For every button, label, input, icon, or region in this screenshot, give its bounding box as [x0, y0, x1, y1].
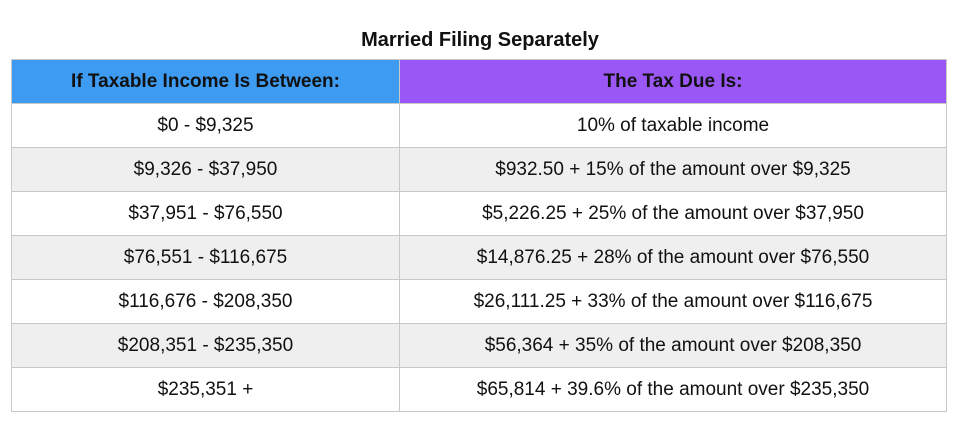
- income-range-cell: $116,676 - $208,350: [11, 279, 400, 324]
- tax-due-cell: $56,364 + 35% of the amount over $208,35…: [399, 323, 947, 368]
- table-row: $37,951 - $76,550 $5,226.25 + 25% of the…: [11, 191, 947, 236]
- tax-due-cell: $932.50 + 15% of the amount over $9,325: [399, 147, 947, 192]
- column-header-income-range: If Taxable Income Is Between:: [11, 59, 400, 104]
- tax-due-cell: $5,226.25 + 25% of the amount over $37,9…: [399, 191, 947, 236]
- income-range-cell: $235,351 +: [11, 367, 400, 412]
- income-range-cell: $9,326 - $37,950: [11, 147, 400, 192]
- income-range-cell: $208,351 - $235,350: [11, 323, 400, 368]
- income-range-cell: $76,551 - $116,675: [11, 235, 400, 280]
- table-title: Married Filing Separately: [361, 29, 599, 51]
- tax-due-cell: $65,814 + 39.6% of the amount over $235,…: [399, 367, 947, 412]
- table-row: $208,351 - $235,350 $56,364 + 35% of the…: [11, 323, 947, 368]
- header-row: If Taxable Income Is Between: The Tax Du…: [11, 59, 947, 104]
- income-range-cell: $37,951 - $76,550: [11, 191, 400, 236]
- table-row: $116,676 - $208,350 $26,111.25 + 33% of …: [11, 279, 947, 324]
- column-header-tax-due: The Tax Due Is:: [399, 59, 947, 104]
- tax-due-cell: $14,876.25 + 28% of the amount over $76,…: [399, 235, 947, 280]
- table-row: $0 - $9,325 10% of taxable income: [11, 103, 947, 148]
- tax-bracket-table: If Taxable Income Is Between: The Tax Du…: [11, 59, 947, 412]
- tax-due-cell: $26,111.25 + 33% of the amount over $116…: [399, 279, 947, 324]
- table-row: $76,551 - $116,675 $14,876.25 + 28% of t…: [11, 235, 947, 280]
- income-range-cell: $0 - $9,325: [11, 103, 400, 148]
- table-row: $235,351 + $65,814 + 39.6% of the amount…: [11, 367, 947, 412]
- tax-due-cell: 10% of taxable income: [399, 103, 947, 148]
- table-row: $9,326 - $37,950 $932.50 + 15% of the am…: [11, 147, 947, 192]
